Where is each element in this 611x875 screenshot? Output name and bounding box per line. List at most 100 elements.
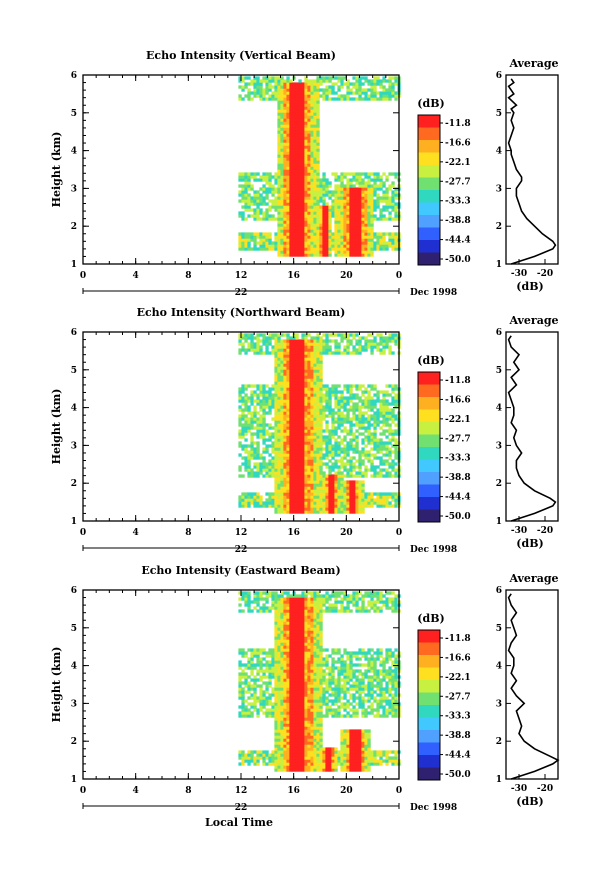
heatmap-cell (307, 214, 311, 218)
heatmap-cell (277, 420, 281, 424)
heatmap-cell (316, 220, 320, 224)
heatmap-cell (316, 94, 320, 98)
heatmap-cell (328, 492, 332, 496)
heatmap-cell (298, 145, 302, 149)
heatmap-cell (349, 342, 353, 346)
heatmap-cell (277, 193, 281, 197)
heatmap-cell (274, 369, 278, 373)
heatmap-cell (238, 238, 242, 242)
heatmap-cell (337, 414, 341, 418)
heatmap-cell (313, 79, 317, 83)
heatmap-cell (289, 507, 293, 511)
heatmap-cell (343, 214, 347, 218)
heatmap-cell (304, 390, 308, 394)
heatmap-cell (253, 591, 257, 595)
heatmap-cell (340, 214, 344, 218)
heatmap-cell (319, 360, 323, 364)
heatmap-cell (244, 172, 248, 176)
heatmap-cell (343, 205, 347, 209)
heatmap-cell (253, 762, 257, 766)
y-tick-label: 4 (71, 404, 77, 414)
heatmap-cell (280, 178, 284, 182)
heatmap-cell (370, 504, 374, 508)
heatmap-cell (349, 423, 353, 427)
heatmap-cell (238, 453, 242, 457)
heatmap-cell (394, 498, 398, 502)
heatmap-cell (382, 193, 386, 197)
heatmap-cell (295, 160, 299, 164)
heatmap-cell (322, 387, 326, 391)
heatmap-cell (265, 411, 269, 415)
heatmap-cell (298, 477, 302, 481)
heatmap-cell (277, 729, 281, 733)
heatmap-cell (382, 345, 386, 349)
heatmap-cell (244, 387, 248, 391)
heatmap-cell (274, 594, 278, 598)
heatmap-cell (337, 510, 341, 514)
heatmap-cell (391, 247, 395, 251)
heatmap-cell (370, 79, 374, 83)
heatmap-cell (367, 235, 371, 239)
heatmap-cell (325, 462, 329, 466)
heatmap-cell (241, 495, 245, 499)
heatmap-cell (307, 435, 311, 439)
heatmap-cell (256, 339, 260, 343)
heatmap-cell (367, 501, 371, 505)
heatmap-cell (289, 148, 293, 152)
heatmap-cell (352, 348, 356, 352)
heatmap-cell (238, 199, 242, 203)
heatmap-cell (241, 708, 245, 712)
heatmap-cell (361, 498, 365, 502)
heatmap-cell (316, 142, 320, 146)
heatmap-cell (373, 393, 377, 397)
heatmap-cell (244, 76, 248, 80)
heatmap-cell (253, 495, 257, 499)
heatmap-cell (286, 357, 290, 361)
heatmap-cell (307, 196, 311, 200)
heatmap-cell (319, 336, 323, 340)
heatmap-cell (346, 238, 350, 242)
heatmap-cell (253, 94, 257, 98)
heatmap-cell (289, 357, 293, 361)
heatmap-cell (388, 441, 392, 445)
heatmap-cell (271, 501, 275, 505)
heatmap-cell (274, 205, 278, 209)
heatmap-cell (316, 112, 320, 116)
heatmap-cell (304, 154, 308, 158)
colorbar-swatch (418, 472, 440, 485)
heatmap-cell (349, 408, 353, 412)
heatmap-cell (280, 121, 284, 125)
heatmap-cell (304, 384, 308, 388)
heatmap-cell (334, 465, 338, 469)
heatmap-cell (373, 453, 377, 457)
heatmap-cell (349, 250, 353, 254)
heatmap-cell (385, 408, 389, 412)
heatmap-cell (364, 196, 368, 200)
heatmap-cell (361, 202, 365, 206)
heatmap-cell (289, 498, 293, 502)
heatmap-cell (346, 483, 350, 487)
heatmap-cell (361, 495, 365, 499)
heatmap-cell (298, 211, 302, 215)
heatmap-cell (277, 184, 281, 188)
x-tick-label: 0 (80, 271, 86, 281)
heatmap-cell (346, 196, 350, 200)
heatmap-cell (349, 387, 353, 391)
heatmap-cell (295, 426, 299, 430)
colorbar-label: -33.3 (445, 197, 471, 207)
avg-x-tick-label: -30 (511, 269, 527, 279)
heatmap-cell (283, 184, 287, 188)
heatmap-cell (388, 235, 392, 239)
heatmap-cell (337, 235, 341, 239)
heatmap-cell (283, 217, 287, 221)
heatmap-cell (238, 753, 242, 757)
heatmap-cell (328, 208, 332, 212)
heatmap-cell (376, 465, 380, 469)
heatmap-cell (274, 486, 278, 490)
heatmap-cell (286, 333, 290, 337)
heatmap-cell (244, 504, 248, 508)
heatmap-cell (349, 438, 353, 442)
heatmap-cell (292, 453, 296, 457)
heatmap-cell (310, 432, 314, 436)
heatmap-cell (277, 768, 281, 772)
